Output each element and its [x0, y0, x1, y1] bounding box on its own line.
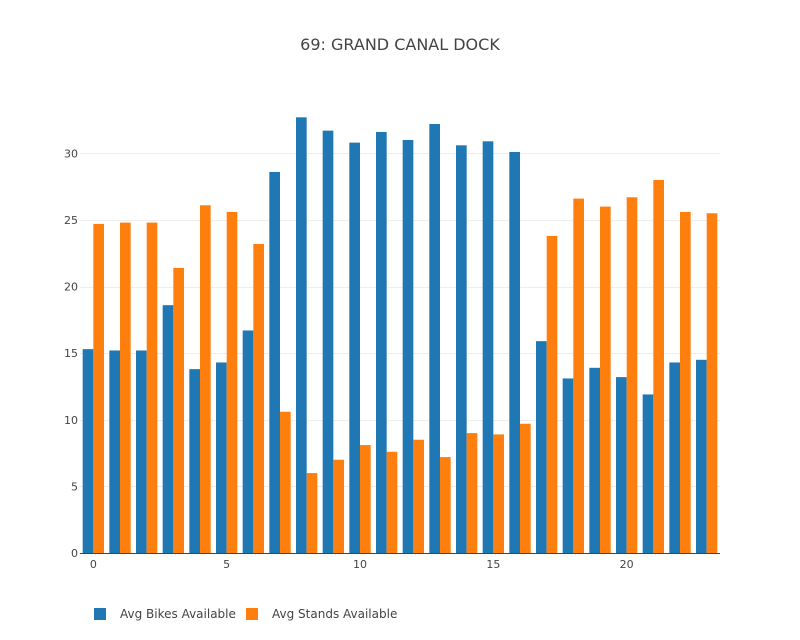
bar-series1-x0[interactable]: [82, 349, 94, 553]
bar-series1-x12[interactable]: [402, 139, 414, 553]
bar-series1-x10[interactable]: [349, 142, 360, 553]
bar-series2-x0[interactable]: [93, 223, 104, 553]
bar-series2-x19[interactable]: [600, 206, 611, 553]
bar-series2-x21[interactable]: [653, 179, 664, 553]
bar-series1-x6[interactable]: [242, 330, 254, 554]
bar-series2-x4[interactable]: [200, 205, 211, 553]
bar-series1-x22[interactable]: [669, 362, 680, 553]
bar-series1-x17[interactable]: [536, 341, 547, 553]
bar-series1-x1[interactable]: [109, 350, 120, 553]
bar-series2-x9[interactable]: [333, 459, 344, 553]
bar-series2-x18[interactable]: [573, 198, 584, 553]
bar-series1-x4[interactable]: [189, 369, 200, 553]
y-tick-label-15: 15: [64, 347, 78, 360]
bar-series1-x16[interactable]: [509, 151, 520, 553]
bar-series2-x17[interactable]: [546, 235, 558, 553]
y-tick-label-0: 0: [71, 547, 78, 560]
legend[interactable]: Avg Bikes Available Avg Stands Available: [94, 607, 397, 621]
bar-series1-x20[interactable]: [616, 377, 627, 553]
bar-series2-x6[interactable]: [253, 243, 264, 553]
x-tick-label-10: 10: [353, 558, 367, 571]
bar-series2-x3[interactable]: [173, 267, 184, 553]
y-axis-ticks: 0 5 10 15 20 25 30: [64, 147, 78, 560]
bar-series2-x8[interactable]: [306, 473, 318, 553]
y-tick-label-20: 20: [64, 281, 78, 294]
y-tick-label-30: 30: [64, 147, 78, 160]
bar-series2-x20[interactable]: [626, 197, 638, 553]
y-tick-label-25: 25: [64, 214, 78, 227]
bar-series2-x10[interactable]: [360, 445, 371, 553]
bar-series1-x8[interactable]: [296, 117, 307, 553]
bar-series2-x23[interactable]: [706, 213, 718, 553]
legend-swatch-series1: [94, 608, 106, 620]
bar-series1-x18[interactable]: [562, 378, 574, 553]
legend-swatch-series2: [246, 608, 258, 620]
bar-series2-x7[interactable]: [280, 411, 291, 553]
chart-title: 69: GRAND CANAL DOCK: [300, 35, 500, 54]
bar-series2-x5[interactable]: [226, 211, 238, 554]
bar-series1-x7[interactable]: [269, 171, 280, 553]
x-tick-label-20: 20: [620, 558, 634, 571]
bar-series2-x13[interactable]: [440, 457, 451, 553]
bar-series1-x5[interactable]: [216, 362, 227, 553]
bar-series2-x22[interactable]: [680, 211, 691, 554]
bar-series1-x3[interactable]: [162, 305, 174, 553]
bars: [82, 117, 718, 554]
bar-series1-x9[interactable]: [322, 130, 334, 553]
legend-label-series2: Avg Stands Available: [272, 607, 397, 621]
x-tick-label-0: 0: [90, 558, 97, 571]
bar-series1-x14[interactable]: [456, 145, 467, 554]
bar-series2-x15[interactable]: [493, 434, 504, 553]
bar-series1-x13[interactable]: [429, 123, 440, 553]
x-axis-ticks: 0 5 10 15 20: [90, 558, 634, 571]
bar-series2-x11[interactable]: [386, 451, 398, 553]
bar-series2-x2[interactable]: [146, 222, 158, 553]
bar-series2-x12[interactable]: [413, 439, 424, 553]
x-tick-label-5: 5: [223, 558, 230, 571]
y-tick-label-10: 10: [64, 414, 78, 427]
bar-series1-x11[interactable]: [376, 131, 387, 554]
bar-series2-x16[interactable]: [520, 423, 531, 553]
legend-label-series1: Avg Bikes Available: [120, 607, 236, 621]
legend-item-series1[interactable]: Avg Bikes Available: [94, 607, 236, 621]
y-tick-label-5: 5: [71, 480, 78, 493]
bar-series1-x21[interactable]: [642, 394, 654, 553]
bar-series1-x15[interactable]: [482, 141, 494, 554]
gridlines: [80, 153, 720, 487]
bar-series2-x1[interactable]: [120, 222, 131, 553]
bar-series2-x14[interactable]: [466, 433, 478, 553]
bar-series1-x2[interactable]: [136, 350, 147, 553]
bar-series1-x23[interactable]: [696, 359, 707, 553]
legend-item-series2[interactable]: Avg Stands Available: [246, 607, 397, 621]
x-tick-label-15: 15: [486, 558, 500, 571]
bar-series1-x19[interactable]: [589, 367, 600, 553]
